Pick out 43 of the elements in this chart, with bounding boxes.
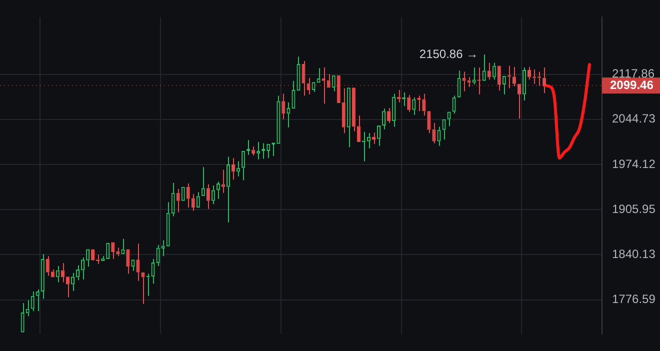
candlestick bbox=[528, 66, 532, 80]
y-tick-label: 1905.95 bbox=[612, 202, 656, 216]
candlestick bbox=[397, 90, 401, 103]
candlestick bbox=[50, 269, 54, 278]
candlestick bbox=[282, 93, 286, 120]
candlestick bbox=[356, 114, 360, 142]
y-tick-label: 1840.13 bbox=[612, 246, 656, 261]
candlestick bbox=[136, 243, 140, 282]
candlestick bbox=[111, 242, 115, 260]
y-tick-label: 1974.12 bbox=[612, 156, 656, 171]
annotation: 2150.86 → bbox=[419, 46, 478, 61]
y-tick-label: 1776.59 bbox=[612, 292, 656, 306]
candlestick bbox=[542, 67, 546, 94]
candlestick bbox=[462, 71, 466, 92]
candlestick bbox=[126, 249, 130, 274]
candlestick bbox=[60, 262, 64, 283]
candlestick bbox=[372, 132, 376, 144]
candlestick bbox=[427, 111, 431, 134]
candlestick bbox=[232, 158, 236, 180]
candlestick bbox=[326, 74, 330, 88]
candlestick bbox=[46, 256, 50, 276]
candlestick bbox=[422, 93, 426, 116]
candlestick bbox=[322, 67, 326, 104]
candlestick bbox=[221, 169, 225, 194]
candlestick bbox=[336, 75, 340, 103]
candlestick bbox=[512, 66, 516, 87]
candlestick bbox=[497, 66, 501, 92]
candlestick bbox=[387, 107, 391, 124]
y-tick-label: 2044.73 bbox=[612, 112, 656, 126]
candlestick bbox=[186, 183, 190, 208]
candlestick bbox=[517, 84, 521, 120]
candlestick bbox=[342, 88, 346, 134]
candlestick bbox=[252, 146, 256, 156]
candlestick bbox=[176, 188, 180, 213]
candlestick bbox=[206, 184, 210, 210]
line-series bbox=[542, 63, 591, 160]
candlestick bbox=[191, 194, 195, 212]
candlestick bbox=[66, 276, 70, 298]
candlestick bbox=[487, 62, 491, 80]
candlestick bbox=[302, 60, 306, 96]
candlestick bbox=[407, 94, 411, 112]
candlestick bbox=[432, 122, 436, 144]
candlestick bbox=[306, 77, 310, 95]
